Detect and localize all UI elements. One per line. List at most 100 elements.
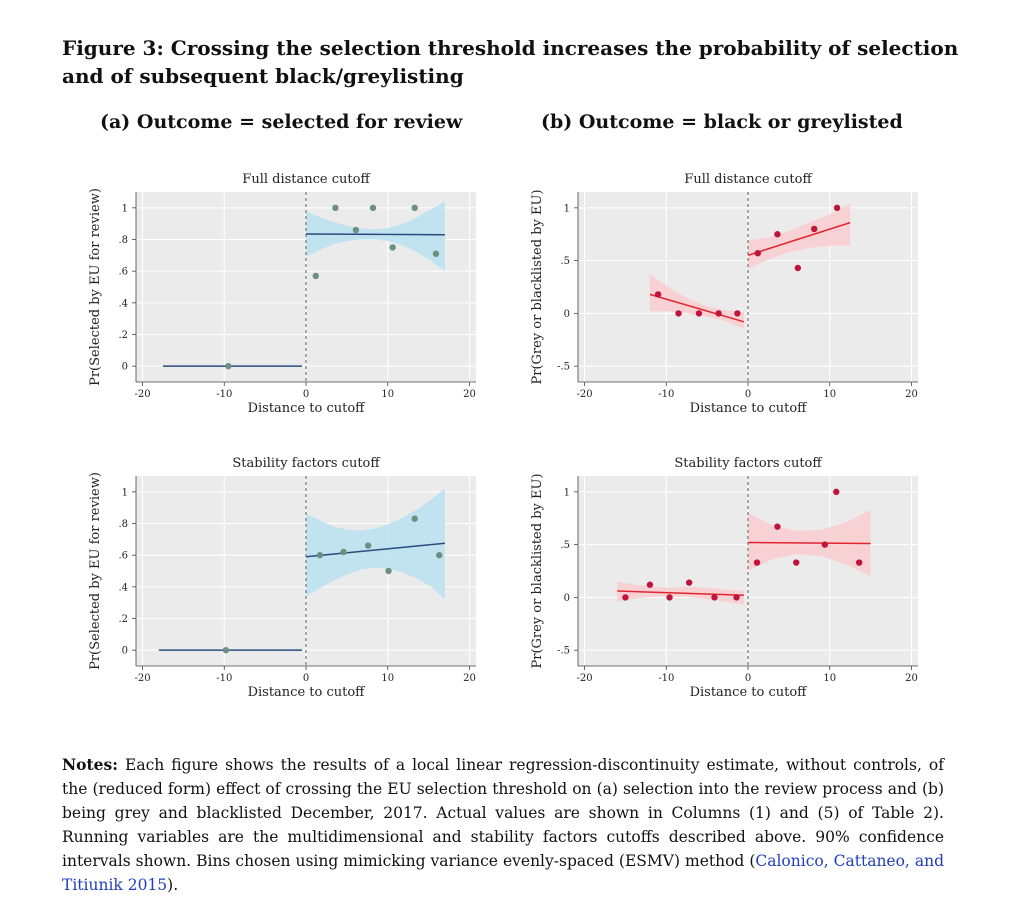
x-tick-label: -20 <box>134 673 150 684</box>
x-axis-label: Distance to cutoff <box>690 401 809 416</box>
chart-title: Stability factors cutoff <box>232 456 381 471</box>
data-point <box>774 523 781 530</box>
y-tick-label: 1 <box>564 487 570 498</box>
data-point <box>774 231 781 238</box>
y-tick-label: 1 <box>122 203 128 214</box>
x-tick-label: 0 <box>303 389 309 400</box>
data-point <box>833 488 840 496</box>
data-point <box>364 542 372 549</box>
data-point <box>389 244 396 251</box>
confidence-band <box>306 201 445 272</box>
data-point <box>622 594 629 601</box>
fit-line <box>747 221 851 257</box>
y-tick-label: 0 <box>564 309 570 320</box>
data-point <box>833 204 841 212</box>
y-tick-label: .8 <box>118 519 128 530</box>
data-point <box>733 594 740 601</box>
x-tick-label: 10 <box>381 389 394 400</box>
data-point <box>411 515 418 522</box>
x-tick-label: 20 <box>463 389 476 400</box>
y-tick-label: .2 <box>118 330 128 341</box>
data-point <box>316 551 324 559</box>
data-point <box>685 579 693 586</box>
y-tick-label: .5 <box>560 256 570 267</box>
data-point <box>855 559 863 566</box>
y-tick-label: .4 <box>118 582 128 593</box>
data-point <box>312 272 320 280</box>
x-tick-label: -10 <box>216 673 232 684</box>
chart-title: Full distance cutoff <box>684 172 813 187</box>
x-tick-label: 10 <box>381 673 394 684</box>
data-point <box>734 310 741 317</box>
y-tick-label: 0 <box>122 646 128 657</box>
x-tick-label: 0 <box>303 673 309 684</box>
chart-b-full-distance: Full distance cutoff -20 -10 0 10 20 -.5 0 .5 1 Di… <box>530 172 918 416</box>
data-point <box>225 362 232 370</box>
data-point <box>793 559 800 566</box>
x-tick-label: -20 <box>134 389 150 400</box>
data-point <box>340 548 347 556</box>
subfigure-b-title: (b) Outcome = black or greylisted <box>541 111 903 133</box>
chart-title: Stability factors cutoff <box>674 456 823 471</box>
y-axis-label: Pr(Grey or blacklisted by EU) <box>530 189 545 384</box>
data-point <box>654 291 662 298</box>
subfigure-a-title: (a) Outcome = selected for review <box>100 111 463 133</box>
x-tick-label: -10 <box>216 389 232 400</box>
data-point <box>811 225 818 233</box>
x-axis-label: Distance to cutoff <box>690 685 809 700</box>
y-tick-label: .6 <box>118 551 128 562</box>
chart-a-full-distance: Full distance cutoff -20 -10 0 10 20 0 .2 .4 .6 .8… <box>88 172 476 416</box>
y-axis-label: Pr(Grey or blacklisted by EU) <box>530 473 545 668</box>
data-point <box>385 567 392 575</box>
citation-link[interactable]: Calonico, Cattaneo, and Titiunik 2015 <box>62 852 945 894</box>
x-tick-label: -10 <box>658 389 674 400</box>
notes-text: Each figure shows the results of a local… <box>62 756 944 870</box>
data-point <box>411 204 418 212</box>
fit-line <box>305 233 445 236</box>
data-point <box>754 250 762 257</box>
x-tick-label: 20 <box>463 673 476 684</box>
y-tick-label: .6 <box>118 267 128 278</box>
y-tick-label: 0 <box>564 593 570 604</box>
x-tick-label: 0 <box>745 389 751 400</box>
y-tick-label: .5 <box>560 540 570 551</box>
data-point <box>352 226 360 234</box>
data-point <box>715 310 722 317</box>
y-tick-label: -.5 <box>557 362 570 373</box>
data-point <box>711 594 718 601</box>
figure-notes: Notes: Each figure shows the results of … <box>62 753 944 897</box>
data-point <box>222 646 230 654</box>
data-point <box>753 559 761 566</box>
x-tick-label: 10 <box>823 673 836 684</box>
x-tick-label: 0 <box>745 673 751 684</box>
x-tick-label: 20 <box>905 673 918 684</box>
fit-line <box>617 590 744 597</box>
fit-line <box>747 541 871 545</box>
x-tick-label: -20 <box>576 389 592 400</box>
x-axis-label: Distance to cutoff <box>248 401 367 416</box>
y-tick-label: 1 <box>564 203 570 214</box>
x-tick-label: 10 <box>823 389 836 400</box>
confidence-band <box>306 488 445 600</box>
data-point <box>821 541 829 548</box>
chart-title: Full distance cutoff <box>242 172 371 187</box>
data-point <box>436 551 443 559</box>
data-point <box>369 204 377 212</box>
x-axis-label: Distance to cutoff <box>248 685 367 700</box>
chart-b-stability: Stability factors cutoff -20 -10 0 10 20 -.5 0.… <box>530 456 918 700</box>
y-tick-label: 1 <box>122 487 128 498</box>
x-tick-label: -20 <box>576 673 592 684</box>
x-tick-label: 20 <box>905 389 918 400</box>
fit-line <box>305 542 446 558</box>
notes-end: ). <box>167 876 179 894</box>
y-tick-label: 0 <box>122 362 128 373</box>
data-point <box>646 581 654 588</box>
data-point <box>794 264 802 272</box>
notes-label: Notes: <box>62 755 118 774</box>
confidence-band <box>748 203 851 270</box>
x-tick-label: -10 <box>658 673 674 684</box>
data-point <box>666 594 673 601</box>
data-point <box>332 204 339 212</box>
y-tick-label: .8 <box>118 235 128 246</box>
y-tick-label: .2 <box>118 614 128 625</box>
